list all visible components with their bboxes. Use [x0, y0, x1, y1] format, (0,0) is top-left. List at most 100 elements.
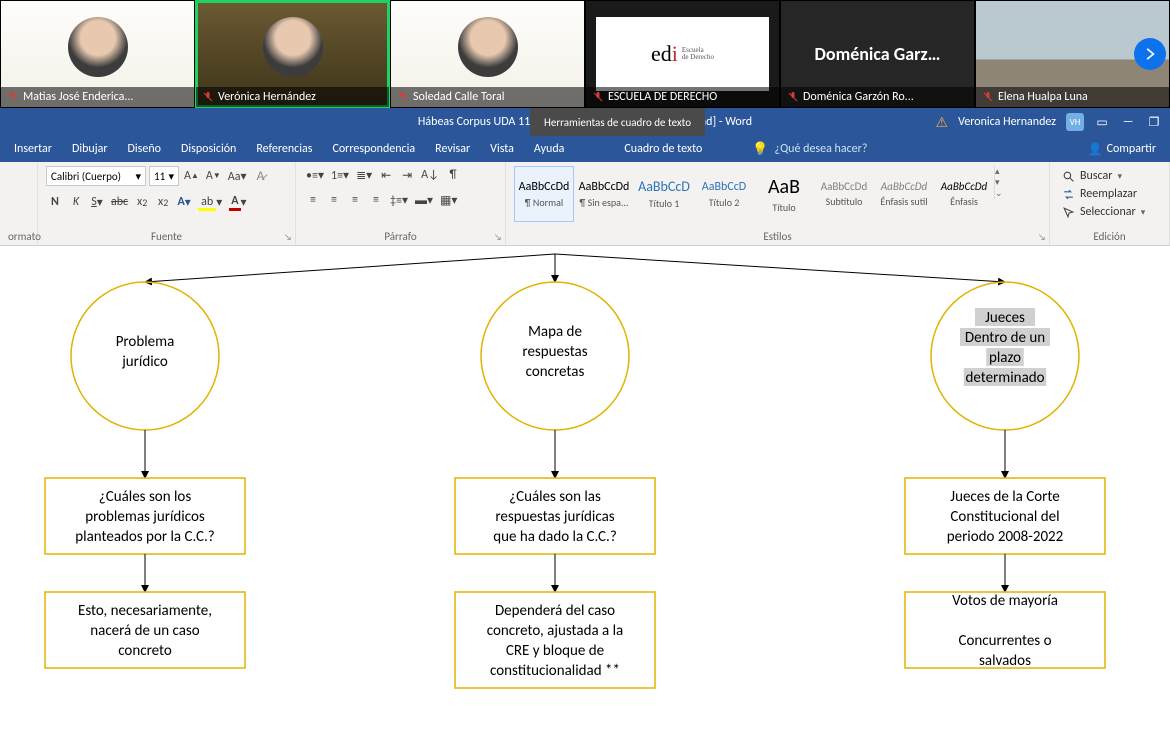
ribbon-group-font: Calibri (Cuerpo)▾ 11▾ A▲ A▼ Aa▾ A̷ N K S… [38, 162, 296, 245]
diagram-text: concretas [526, 363, 585, 381]
highlight-color-icon[interactable]: ab▾ [196, 193, 224, 211]
style-gallery-item[interactable]: AaBbCcDd¶ Normal [514, 166, 574, 222]
restore-button[interactable]: ❐ [1146, 115, 1162, 130]
zoom-participant-name: Verónica Hernández [218, 90, 316, 104]
ribbon-group-paragraph: •≡▾ 1≡▾ ≣▾ ⇤ ⇥ A↓ ¶ ≡ ≡ ≡ ≡ ‡≡▾ ▬▾ ▦▾ Pá… [296, 162, 506, 245]
diagram-text: Jueces [985, 309, 1025, 327]
multilevel-list-icon[interactable]: ≣▾ [354, 166, 374, 184]
decrease-indent-icon[interactable]: ⇤ [377, 166, 395, 184]
underline-icon[interactable]: S▾ [88, 193, 106, 211]
style-gallery-item[interactable]: AaBbCcDd¶ Sin espa... [574, 166, 634, 222]
style-gallery-item[interactable]: AaBbCcDTítulo 1 [634, 166, 694, 222]
menu-tab-contextual[interactable]: Cuadro de texto [614, 136, 712, 162]
style-gallery-item[interactable]: AaBbCcDTítulo 2 [694, 166, 754, 222]
styles-more-icon[interactable]: ▴▾⌄ [994, 166, 1010, 199]
menu-tab[interactable]: Referencias [246, 136, 322, 162]
diagram-text: determinado [965, 369, 1044, 387]
menu-tab[interactable]: Diseño [118, 136, 171, 162]
diagram-text: Dentro de un [965, 329, 1045, 347]
share-button[interactable]: 👤Compartir [1088, 142, 1170, 157]
document-canvas[interactable]: Problemajurídico¿Cuáles son losproblemas… [0, 246, 1170, 745]
tell-me-search[interactable]: 💡¿Qué desea hacer? [752, 142, 867, 157]
lightbulb-icon: 💡 [752, 142, 768, 157]
contextual-tab-title: Herramientas de cuadro de texto [530, 108, 705, 136]
diagram-text: Problema [116, 333, 175, 351]
diagram-text: concreto, ajustada a la [487, 622, 623, 640]
style-gallery-item[interactable]: AaBTítulo [754, 166, 814, 222]
strikethrough-icon[interactable]: abc [109, 193, 130, 211]
styles-dialog-launcher-icon[interactable]: ↘ [1037, 233, 1047, 243]
minimize-button[interactable]: — [1120, 115, 1136, 129]
ribbon-display-options-icon[interactable]: ▭ [1094, 115, 1110, 130]
diagram-text: plazo [989, 349, 1021, 367]
line-spacing-icon[interactable]: ‡≡▾ [388, 191, 410, 209]
diagram-text: Votos de mayoría [952, 592, 1058, 610]
warning-icon: ⚠ [936, 114, 949, 131]
ribbon-group-label: Estilos [514, 228, 1041, 243]
menu-tab[interactable]: Disposición [171, 136, 246, 162]
zoom-participant-tile[interactable]: Matias José Enderica... [0, 0, 195, 108]
superscript-icon[interactable]: x2 [154, 193, 172, 211]
bullets-icon[interactable]: •≡▾ [304, 166, 326, 184]
font-name-combo[interactable]: Calibri (Cuerpo)▾ [46, 166, 146, 186]
sort-icon[interactable]: A↓ [419, 166, 441, 184]
zoom-name-bar: Matias José Enderica... [1, 87, 194, 107]
align-left-icon[interactable]: ≡ [304, 191, 322, 209]
change-case-icon[interactable]: Aa▾ [226, 167, 249, 185]
zoom-participant-name: Matias José Enderica... [23, 90, 133, 104]
style-gallery-item[interactable]: AaBbCcDdSubtítulo [814, 166, 874, 222]
select-button[interactable]: Seleccionar▾ [1058, 204, 1149, 220]
menu-tab[interactable]: Revisar [425, 136, 480, 162]
increase-indent-icon[interactable]: ⇥ [398, 166, 416, 184]
diagram-text: Esto, necesariamente, [78, 602, 212, 620]
zoom-participant-tile[interactable]: Soledad Calle Toral [390, 0, 585, 108]
share-icon: 👤 [1088, 142, 1103, 157]
align-right-icon[interactable]: ≡ [346, 191, 364, 209]
zoom-participant-tile[interactable]: ediEscuelade DerechoESCUELA DE DERECHO [585, 0, 780, 108]
menu-tab[interactable]: Ayuda [524, 136, 575, 162]
text-effects-icon[interactable]: A▾ [175, 193, 193, 211]
align-center-icon[interactable]: ≡ [325, 191, 343, 209]
bold-icon[interactable]: N [46, 193, 64, 211]
style-gallery-item[interactable]: AaBbCcDdÉnfasis [934, 166, 994, 222]
zoom-next-button[interactable] [1134, 38, 1166, 70]
clear-formatting-icon[interactable]: A̷ [251, 167, 269, 185]
shading-icon[interactable]: ▬▾ [413, 191, 435, 209]
diagram-text: Dependerá del caso [495, 602, 615, 620]
font-dialog-launcher-icon[interactable]: ↘ [283, 233, 293, 243]
zoom-name-bar: Doménica Garzón Ro... [781, 87, 974, 107]
zoom-name-bar: Verónica Hernández [196, 87, 389, 107]
numbering-icon[interactable]: 1≡▾ [329, 166, 351, 184]
diagram-text: ¿Cuáles son las [509, 488, 601, 506]
diagram-text: constitucionalidad ** [490, 662, 620, 680]
paragraph-dialog-launcher-icon[interactable]: ↘ [493, 233, 503, 243]
diagram-text: planteados por la C.C.? [75, 528, 215, 546]
user-avatar[interactable]: VH [1066, 113, 1084, 131]
increase-font-icon[interactable]: A▲ [182, 167, 201, 185]
ribbon-group-label: Edición [1058, 228, 1161, 243]
style-gallery-item[interactable]: AaBbCcDdÉnfasis sutil [874, 166, 934, 222]
diagram-text: problemas jurídicos [85, 508, 205, 526]
zoom-participant-strip: Matias José Enderica... Verónica Hernánde… [0, 0, 1170, 108]
menu-tab[interactable]: Correspondencia [322, 136, 425, 162]
italic-icon[interactable]: K [67, 193, 85, 211]
find-button[interactable]: Buscar▾ [1058, 168, 1126, 184]
font-color-icon[interactable]: A▾ [227, 193, 248, 211]
borders-icon[interactable]: ▦▾ [438, 191, 459, 209]
justify-icon[interactable]: ≡ [367, 191, 385, 209]
diagram-text: Jueces de la Corte [950, 488, 1059, 506]
diagram-text: Mapa de [528, 323, 582, 341]
decrease-font-icon[interactable]: A▼ [204, 167, 223, 185]
ribbon-group-label: Fuente [46, 228, 287, 243]
replace-button[interactable]: Reemplazar [1058, 186, 1141, 202]
zoom-participant-tile[interactable]: Verónica Hernández [195, 0, 390, 108]
font-size-combo[interactable]: 11▾ [149, 166, 179, 186]
mic-muted-icon [7, 91, 19, 103]
menu-tab[interactable]: Vista [480, 136, 524, 162]
mic-muted-icon [787, 91, 799, 103]
menu-tab[interactable]: Dibujar [62, 136, 118, 162]
menu-tab[interactable]: Insertar [4, 136, 62, 162]
show-marks-icon[interactable]: ¶ [444, 166, 462, 184]
zoom-participant-tile[interactable]: Doménica Garz…Doménica Garzón Ro... [780, 0, 975, 108]
subscript-icon[interactable]: x2 [133, 193, 151, 211]
